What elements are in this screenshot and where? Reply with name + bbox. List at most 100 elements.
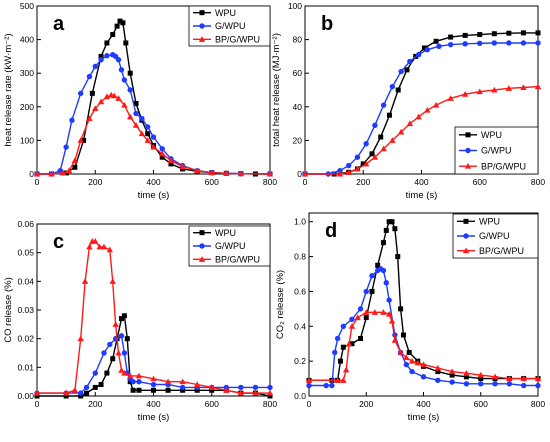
panel-label: b: [321, 13, 333, 35]
data-point: [448, 368, 456, 375]
data-point: [106, 246, 114, 253]
data-point: [139, 115, 145, 122]
data-point: [369, 151, 375, 157]
data-point: [101, 350, 107, 356]
x-axis-label: time (s): [408, 412, 440, 423]
x-tick-label: 0: [35, 399, 40, 409]
data-point: [77, 90, 84, 97]
series-line: [309, 267, 538, 387]
data-point: [121, 313, 127, 319]
data-point: [144, 137, 151, 143]
data-point: [84, 390, 90, 396]
data-point: [506, 40, 512, 46]
data-point: [81, 137, 87, 143]
y-tick-label: 20: [293, 135, 303, 145]
panel-label: d: [325, 220, 337, 242]
data-point: [491, 31, 497, 37]
data-point: [491, 86, 498, 93]
data-point: [420, 374, 427, 380]
data-point: [340, 344, 346, 350]
y-tick-label: 100: [20, 135, 34, 145]
data-point: [369, 288, 375, 294]
data-point: [424, 106, 431, 113]
data-point: [115, 57, 122, 63]
data-point: [463, 370, 470, 376]
series-g-wpu: [306, 266, 541, 389]
chart-panel-b: 0 200 400 600 800 0 20 40 60 80 100 time (s) total h…: [271, 1, 545, 201]
legend-label: BP/G/WPU: [215, 35, 260, 45]
data-point: [89, 90, 95, 96]
data-point: [491, 40, 498, 46]
legend-label: WPU: [481, 130, 502, 140]
data-point: [414, 359, 421, 366]
data-point: [520, 30, 526, 36]
data-point: [193, 381, 201, 388]
data-point: [110, 32, 116, 38]
data-point: [378, 134, 384, 140]
data-point: [360, 161, 366, 167]
data-point: [408, 357, 416, 364]
data-point: [118, 367, 125, 373]
y-tick-label: 400: [20, 35, 34, 45]
y-tick-label: 0.8: [294, 252, 306, 262]
chart-panel-a: 0 200 400 600 800 0 100 200 300 400 500 time (s) hea…: [3, 1, 277, 201]
legend-marker: [465, 147, 471, 154]
series-bp-g-wpu: [33, 91, 274, 177]
data-point: [380, 309, 387, 315]
data-point: [33, 389, 41, 396]
data-point: [167, 157, 175, 164]
data-point: [121, 369, 128, 376]
data-point: [389, 219, 395, 225]
x-tick-label: 0: [307, 399, 312, 409]
data-point: [462, 41, 468, 47]
legend: WPU G/WPU BP/G/WPU: [188, 225, 271, 267]
data-point: [421, 45, 427, 51]
data-point: [57, 167, 63, 174]
data-point: [121, 350, 128, 356]
data-point: [92, 105, 99, 111]
data-point: [223, 170, 230, 176]
data-point: [354, 314, 361, 321]
data-point: [463, 374, 469, 380]
data-point: [349, 316, 355, 323]
legend-marker: [199, 10, 205, 16]
data-point: [135, 372, 143, 379]
data-point: [107, 341, 113, 348]
y-tick-label: 500: [20, 1, 34, 11]
data-point: [133, 100, 139, 106]
panel-label: a: [53, 13, 65, 35]
data-point: [127, 70, 133, 76]
data-point: [406, 120, 414, 127]
data-point: [400, 332, 406, 338]
data-point: [103, 93, 111, 100]
x-tick-label: 400: [146, 399, 160, 409]
data-point: [323, 382, 329, 389]
data-point: [179, 163, 186, 170]
data-point: [77, 335, 84, 342]
data-point: [372, 122, 378, 128]
data-point: [340, 377, 347, 383]
data-point: [506, 375, 513, 382]
data-point: [71, 157, 79, 164]
data-point: [383, 280, 389, 286]
x-tick-label: 400: [146, 177, 160, 187]
data-point: [477, 40, 483, 46]
data-point: [92, 238, 99, 244]
data-point: [337, 167, 343, 174]
data-point: [395, 87, 401, 93]
series-line: [305, 85, 539, 175]
data-point: [535, 40, 541, 46]
data-point: [363, 141, 369, 147]
data-point: [435, 377, 441, 384]
x-tick-label: 0: [303, 177, 308, 187]
data-point: [33, 170, 41, 177]
data-point: [478, 376, 484, 382]
data-point: [115, 349, 122, 356]
data-point: [383, 227, 389, 233]
legend: WPU G/WPU BP/G/WPU: [188, 5, 271, 47]
data-point: [380, 267, 387, 274]
data-point: [371, 309, 379, 315]
legend: WPU G/WPU BP/G/WPU: [452, 213, 539, 259]
data-point: [86, 115, 93, 122]
